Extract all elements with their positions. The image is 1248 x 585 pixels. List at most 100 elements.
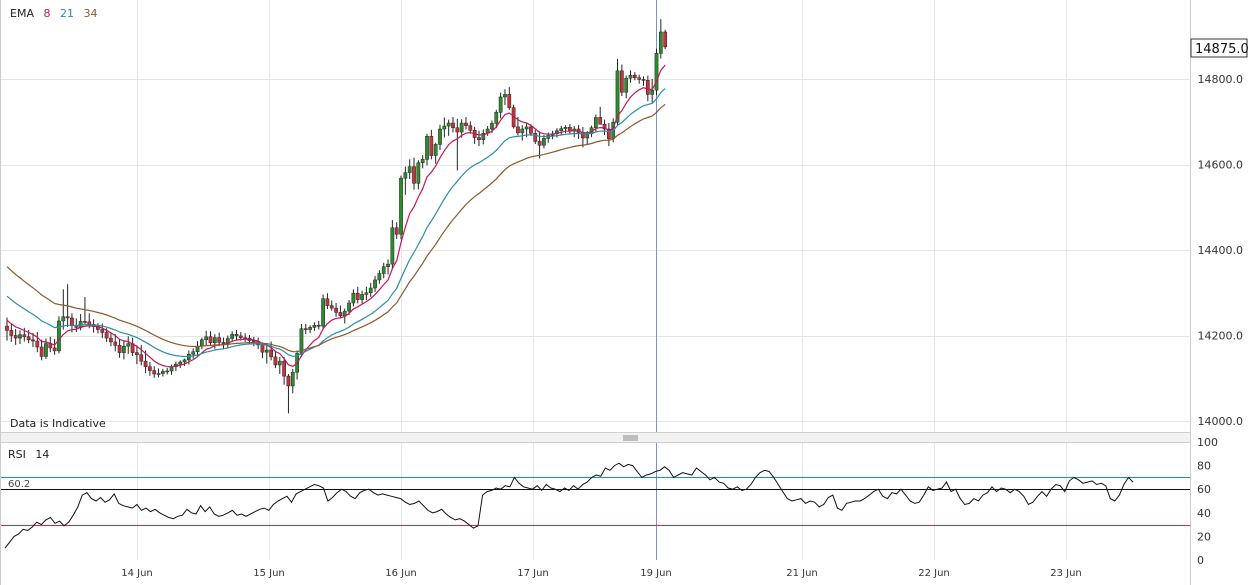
y-axes: 14000.0 14200.0 14400.0 14600.0 14800.0 0 20 40… <box>1197 73 1243 567</box>
chart-gridlines <box>0 0 1190 560</box>
candle <box>221 337 226 350</box>
x-tick-label: 23 Jun <box>1050 568 1082 579</box>
candle-body <box>438 128 442 145</box>
candle-body <box>100 329 105 333</box>
candle <box>390 220 395 269</box>
candle-body <box>57 320 61 352</box>
candle <box>568 123 572 134</box>
candle-body <box>663 31 668 48</box>
candle <box>52 338 57 355</box>
candle <box>386 259 390 275</box>
candle <box>598 106 603 125</box>
candle-body <box>204 336 209 341</box>
candle <box>451 117 455 133</box>
candle-body <box>35 340 40 348</box>
candle-body <box>277 360 282 366</box>
candle-body <box>658 31 663 54</box>
candle-body <box>633 74 637 78</box>
candle <box>135 345 139 365</box>
candle <box>208 331 213 345</box>
candle <box>277 356 282 374</box>
candle <box>139 344 144 366</box>
candle <box>373 276 377 292</box>
candle <box>347 300 351 315</box>
candle-body <box>83 321 87 323</box>
candle-body <box>238 335 243 338</box>
candle-body <box>122 345 126 353</box>
candle <box>303 323 308 335</box>
candle-body <box>260 344 265 353</box>
x-tick-label: 17 Jun <box>517 568 549 579</box>
candle-body <box>143 360 148 367</box>
candle-body <box>624 77 629 93</box>
candle <box>416 160 421 190</box>
candle <box>446 119 451 136</box>
candle <box>48 336 53 353</box>
candle <box>325 293 330 309</box>
ema-legend-p3: 34 <box>83 7 97 20</box>
x-tick-label: 22 Jun <box>918 568 950 579</box>
candle-body <box>316 324 321 327</box>
candle-body <box>139 354 144 362</box>
candle <box>503 89 507 106</box>
candle <box>654 48 659 96</box>
candle-body <box>39 346 44 357</box>
data-note: Data is Indicative <box>10 417 106 430</box>
candle <box>148 362 152 376</box>
candle <box>420 155 425 169</box>
candle <box>481 129 486 145</box>
candle-body <box>234 333 239 337</box>
x-tick-label: 21 Jun <box>786 568 818 579</box>
candle <box>143 350 148 374</box>
panel-separator[interactable] <box>0 433 1190 442</box>
candle-body <box>490 123 494 130</box>
ema-line-34 <box>6 103 666 353</box>
price-axis-label: 14600.0 <box>1198 159 1244 172</box>
candle-body <box>286 375 291 387</box>
candle-body <box>386 263 390 267</box>
candle <box>594 114 598 133</box>
candle <box>633 72 637 81</box>
last-price-label: 14875.0 <box>1195 42 1248 57</box>
candle-body <box>334 307 338 313</box>
candle-body <box>429 136 434 156</box>
candle-body <box>524 126 529 130</box>
candle <box>663 29 668 50</box>
candle-body <box>498 96 503 113</box>
candle <box>468 121 473 134</box>
candle <box>399 175 403 240</box>
candle-body <box>182 359 187 363</box>
candle-body <box>165 370 170 373</box>
candle <box>122 340 126 360</box>
rsi-plot <box>0 462 1190 549</box>
rsi-axis-label: 80 <box>1197 460 1211 473</box>
candle <box>225 335 230 349</box>
candle <box>533 129 538 144</box>
candle-body <box>65 316 70 319</box>
candle-body <box>654 53 659 91</box>
candle-body <box>477 137 481 140</box>
candle-body <box>31 339 35 342</box>
rsi-axis-label: 40 <box>1197 507 1211 520</box>
candle-body <box>290 372 295 387</box>
candle <box>412 157 416 190</box>
candle <box>264 343 269 364</box>
candle-body <box>161 371 165 374</box>
ema-legend-name: EMA <box>10 7 34 20</box>
candle-body <box>87 321 92 325</box>
candle <box>39 339 44 361</box>
candle-body <box>9 330 14 336</box>
candle <box>286 373 291 414</box>
candle-body <box>481 133 486 140</box>
candle <box>645 75 650 102</box>
candle <box>217 332 222 347</box>
candle <box>130 337 135 357</box>
price-axis-label: 14000.0 <box>1198 415 1244 428</box>
candle-body <box>602 124 607 130</box>
candle <box>355 286 360 304</box>
drag-handle-icon[interactable] <box>623 435 638 441</box>
candle <box>529 124 533 136</box>
candle <box>35 332 40 353</box>
candle <box>234 329 239 340</box>
rsi-axis-label: 100 <box>1197 436 1218 449</box>
